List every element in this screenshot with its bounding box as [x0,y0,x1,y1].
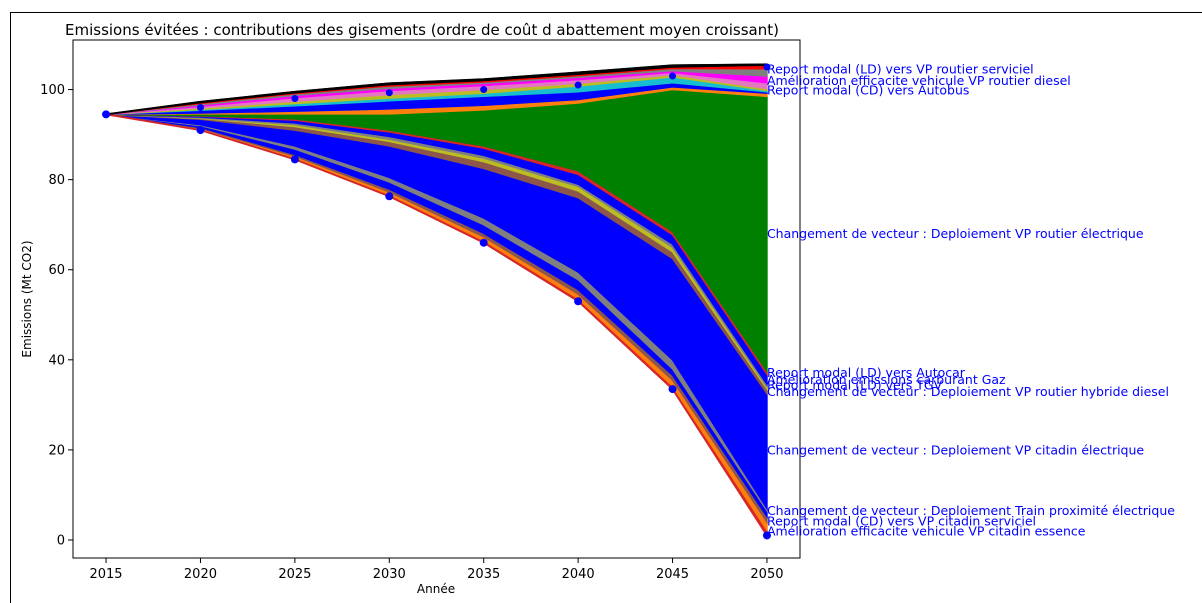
x-tick-label: 2020 [184,567,217,582]
annotation-label: Report modal (CD) vers Autobus [767,82,969,97]
annotation-label: Changement de vecteur : Deploiement VP r… [767,384,1169,399]
annotation-label: Changement de vecteur : Deploiement VP c… [767,442,1144,457]
x-tick-label: 2045 [656,567,689,582]
annotation-label: Amélioration efficacite vehicule VP cita… [767,523,1086,538]
annotation-label: Amélioration efficacite vehicule VP rout… [767,73,1071,88]
data-point [480,86,488,94]
chart-title: Emissions évitées : contributions des gi… [65,21,779,39]
plot-frame [72,39,801,559]
data-point [290,155,299,164]
data-point [574,297,583,306]
y-tick-label: 0 [57,533,65,548]
data-point [763,63,771,71]
y-axis: 0 20 40 60 80 100 [40,83,73,548]
x-tick-label: 2025 [278,567,311,582]
annotation-label: Report modal (CD) vers VP citadin servic… [767,514,1036,529]
data-point [574,81,582,89]
y-tick-label: 100 [40,83,65,98]
figure-frame [10,12,1202,603]
annotations: Report modal (LD) vers VP routier servic… [767,61,1175,538]
y-tick-label: 40 [48,353,65,368]
annotation-label: Changement de vecteur : Deploiement VP r… [767,226,1144,241]
data-point [196,126,205,135]
y-tick-label: 60 [48,263,65,278]
y-tick-label: 80 [48,173,65,188]
annotation-label: Amélioration emissions carburant Gaz [767,372,1006,387]
data-point [291,95,299,103]
data-point [668,385,677,394]
data-point [196,104,204,112]
x-tick-label: 2015 [89,567,122,582]
band-outline [105,113,768,536]
area-bands [105,63,768,539]
x-tick-label: 2030 [373,567,406,582]
annotation-label: Changement de vecteur : Deploiement Trai… [767,503,1175,518]
x-tick-label: 2050 [750,567,783,582]
data-point [479,238,488,247]
data-point [762,531,771,540]
data-point [385,192,394,201]
data-points [102,63,771,540]
x-axis-label: Année [417,582,455,596]
x-tick-label: 2040 [562,567,595,582]
y-tick-label: 20 [48,443,65,458]
x-axis: 2015 2020 2025 2030 2035 2040 2045 2050 [89,558,784,582]
data-point [385,89,393,97]
data-point [669,72,677,80]
x-tick-label: 2035 [467,567,500,582]
annotation-label: Report modal (LD) vers TGV [767,378,943,393]
annotation-label: Report modal (LD) vers VP routier servic… [767,61,1034,76]
y-axis-label: Emissions (Mt CO2) [20,240,34,357]
data-point [102,110,110,118]
annotation-label: Report modal (LD) vers Autocar [767,365,966,380]
band-outline [105,63,767,116]
